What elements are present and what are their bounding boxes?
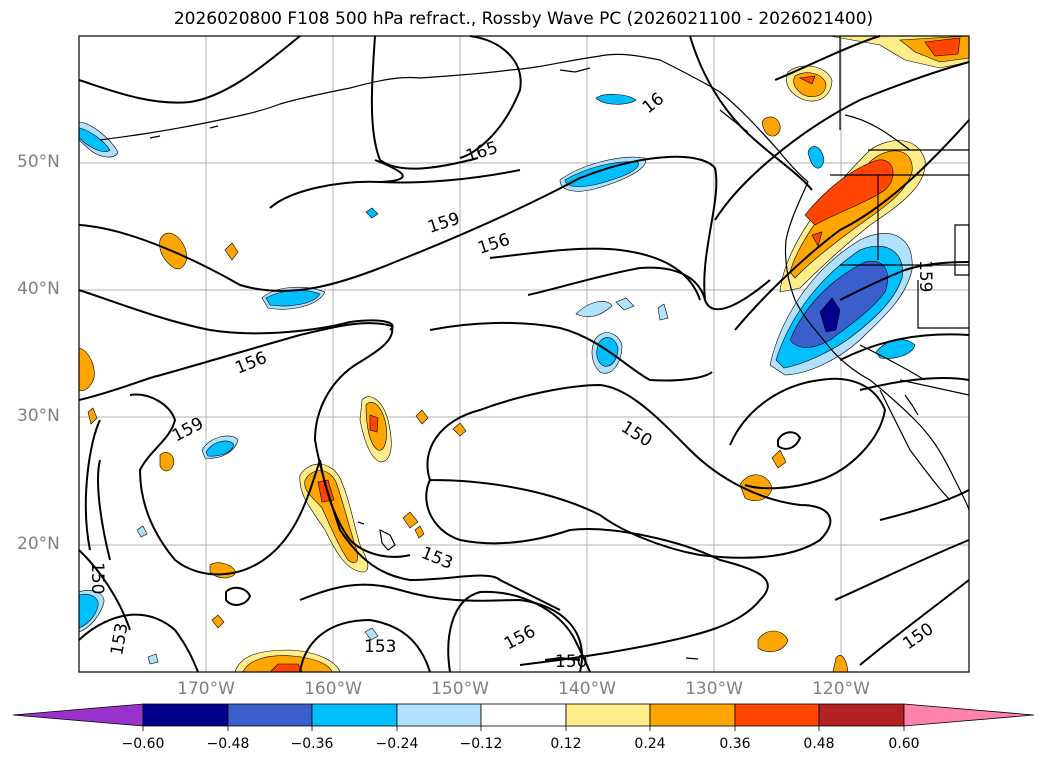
refractivity-contours — [78, 35, 970, 673]
longitude-label-170w: 170°W — [177, 679, 235, 699]
colorbar-tick-label: −0.36 — [290, 736, 334, 752]
latitude-label-20n: 20°N — [17, 534, 60, 554]
colorbar-tick-label: 0.60 — [888, 736, 920, 752]
coastlines — [99, 36, 970, 660]
colorbar-extend-min — [12, 703, 144, 727]
contour-label: 159 — [915, 260, 935, 292]
negative-anomaly-fills — [78, 94, 916, 665]
colorbar-segment — [565, 703, 651, 727]
colorbar — [12, 703, 1035, 731]
colorbar-tick-label: −0.60 — [121, 736, 165, 752]
map-plot-area: 165 159 156 156 159 150 153 153 150 153 … — [78, 35, 970, 673]
colorbar-segment — [227, 703, 313, 727]
longitude-label-130w: 130°W — [685, 679, 743, 699]
contour-label: 150 — [555, 652, 587, 672]
colorbar-extend-max — [903, 703, 1035, 727]
colorbar-segment — [649, 703, 736, 727]
latitude-label-40n: 40°N — [17, 279, 60, 299]
colorbar-tick-label: −0.24 — [375, 736, 419, 752]
colorbar-tick-label: 0.48 — [803, 736, 835, 752]
colorbar-ticks — [142, 726, 905, 731]
map-frame — [78, 35, 970, 673]
colorbar-tick-label: 0.36 — [719, 736, 751, 752]
colorbar-segment — [142, 703, 229, 727]
colorbar-segment — [480, 703, 567, 727]
longitude-label-160w: 160°W — [304, 679, 362, 699]
longitude-label-150w: 150°W — [431, 679, 489, 699]
map-title: 2026020800 F108 500 hPa refract., Rossby… — [173, 9, 874, 29]
latitude-label-30n: 30°N — [17, 406, 60, 426]
colorbar-tick-label: 0.24 — [634, 736, 666, 752]
longitude-label-120w: 120°W — [812, 679, 870, 699]
colorbar-segment — [311, 703, 398, 727]
colorbar-tick-label: −0.48 — [206, 736, 250, 752]
latitude-label-50n: 50°N — [17, 152, 60, 172]
colorbar-tick-label: 0.12 — [550, 736, 582, 752]
contour-label: 153 — [364, 637, 396, 657]
colorbar-segment — [818, 703, 905, 727]
colorbar-tick-label: −0.12 — [459, 736, 503, 752]
colorbar-segment — [734, 703, 820, 727]
colorbar-segment — [396, 703, 482, 727]
longitude-label-140w: 140°W — [558, 679, 616, 699]
contour-label: 150 — [87, 562, 107, 594]
